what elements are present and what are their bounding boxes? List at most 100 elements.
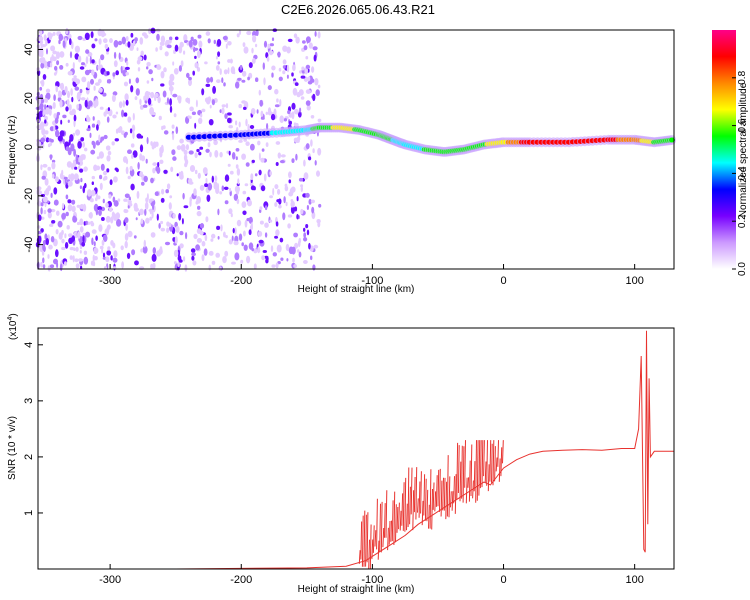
snr-noise-segment: [415, 467, 418, 520]
noise-speckle: [139, 98, 142, 106]
noise-speckle: [196, 67, 201, 72]
noise-speckle: [42, 243, 45, 251]
noise-speckle: [104, 43, 109, 50]
snr-noise-segment: [478, 440, 481, 496]
noise-speckle: [279, 99, 282, 107]
noise-speckle: [290, 200, 295, 208]
noise-speckle: [204, 97, 210, 103]
noise-speckle: [50, 236, 55, 243]
noise-speckle: [47, 143, 51, 148]
spec-y-tick-label: 40: [23, 43, 35, 55]
noise-speckle: [53, 124, 56, 132]
noise-speckle: [53, 94, 56, 101]
noise-speckle: [164, 241, 171, 246]
snr-noise-segment: [467, 477, 470, 488]
noise-speckle: [310, 199, 315, 204]
noise-speckle: [113, 213, 116, 219]
noise-speckle: [124, 240, 128, 249]
noise-speckle: [64, 176, 67, 185]
noise-speckle: [227, 67, 230, 75]
snr-noise-segment: [443, 477, 446, 511]
noise-speckle: [102, 234, 108, 242]
noise-speckle: [163, 130, 169, 135]
noise-speckle: [69, 255, 74, 260]
noise-speckle: [53, 199, 59, 206]
noise-speckle: [207, 142, 211, 148]
noise-speckle: [166, 39, 172, 44]
noise-speckle: [100, 163, 105, 171]
noise-speckle: [183, 34, 188, 42]
noise-speckle: [310, 115, 315, 119]
noise-speckle: [129, 165, 133, 171]
spec-y-tick-label: -40: [23, 237, 35, 253]
noise-speckle: [139, 104, 144, 110]
noise-speckle: [149, 208, 152, 215]
noise-speckle: [282, 45, 288, 52]
noise-speckle: [238, 29, 242, 35]
noise-speckle: [134, 96, 138, 101]
noise-speckle: [52, 56, 57, 62]
noise-speckle: [282, 212, 286, 221]
noise-speckle: [125, 166, 129, 175]
noise-speckle: [219, 191, 223, 195]
noise-speckle: [106, 155, 111, 162]
noise-speckle: [98, 209, 102, 216]
snr-noise-segment: [358, 550, 361, 564]
noise-speckle: [269, 171, 273, 176]
noise-speckle: [67, 119, 70, 124]
noise-speckle: [279, 115, 285, 123]
noise-speckle: [310, 255, 313, 261]
noise-speckle: [140, 218, 144, 225]
noise-speckle: [294, 108, 299, 115]
noise-speckle: [206, 194, 211, 202]
noise-speckle: [121, 109, 125, 118]
noise-speckle: [145, 158, 148, 164]
noise-speckle: [259, 220, 264, 225]
noise-speckle: [219, 151, 223, 158]
snr-y-label: SNR (10 * v/v): [7, 416, 18, 480]
noise-speckle: [124, 66, 130, 70]
snr-frame: [37, 327, 675, 570]
snr-noise-segment: [388, 520, 391, 545]
noise-speckle: [55, 51, 61, 59]
spectrogram-y-ticks: -40 -20 0 20 40: [23, 43, 43, 253]
noise-speckle: [127, 205, 130, 209]
noise-speckle: [125, 36, 129, 42]
snr-noise-segment: [391, 500, 394, 542]
noise-speckle: [140, 50, 144, 56]
noise-speckle: [142, 245, 148, 254]
snr-noise-segment: [418, 481, 421, 518]
noise-speckle: [61, 202, 65, 210]
noise-speckle: [274, 202, 278, 207]
noise-speckle: [93, 247, 99, 254]
noise-speckle: [118, 101, 123, 109]
noise-speckle: [235, 156, 238, 161]
noise-speckle: [199, 230, 204, 236]
noise-speckle: [58, 39, 61, 45]
noise-speckle: [188, 40, 193, 48]
noise-speckle: [194, 55, 197, 60]
noise-speckle: [162, 125, 166, 130]
noise-speckle: [275, 141, 281, 145]
noise-speckle: [223, 82, 226, 87]
noise-speckle: [45, 88, 51, 94]
noise-speckle: [232, 227, 235, 234]
noise-speckle: [193, 233, 198, 240]
noise-speckle: [67, 204, 73, 212]
noise-speckle: [101, 32, 107, 37]
noise-speckle: [68, 237, 73, 244]
noise-speckle: [303, 260, 308, 264]
noise-speckle: [314, 31, 317, 37]
spectrogram-background: [38, 30, 674, 269]
noise-speckle: [317, 221, 321, 228]
noise-speckle: [42, 74, 47, 80]
noise-speckle: [311, 66, 315, 73]
noise-speckle: [73, 247, 76, 251]
noise-speckle: [291, 111, 295, 120]
noise-speckle: [61, 238, 65, 244]
noise-speckle: [251, 58, 256, 64]
noise-speckle: [243, 46, 249, 54]
noise-speckle: [152, 247, 156, 255]
noise-speckle: [248, 62, 253, 69]
spectrogram-frame: [37, 29, 675, 270]
